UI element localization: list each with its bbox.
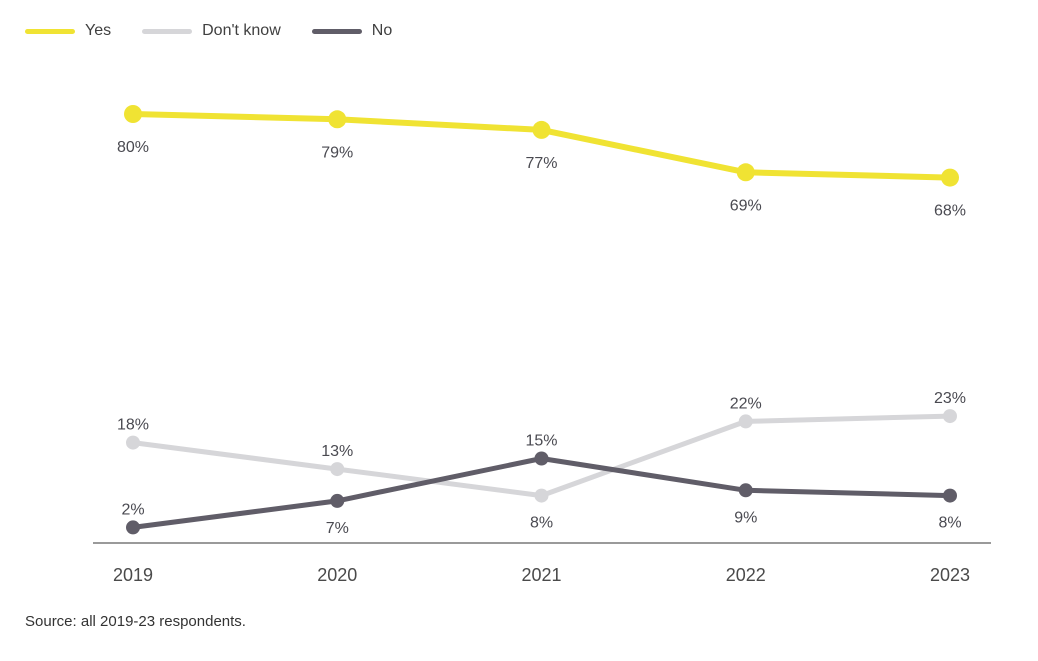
data-point-no-2019 <box>126 520 140 535</box>
data-point-no-2022 <box>738 483 753 498</box>
data-label-yes-2022: 69% <box>730 197 762 214</box>
data-label-no-2022: 9% <box>734 509 757 526</box>
data-point-yes-2021 <box>532 120 551 139</box>
data-label-yes-2019: 80% <box>117 139 149 156</box>
data-point-don-t-know-2020 <box>330 462 345 477</box>
data-point-no-2023 <box>943 488 957 503</box>
data-point-yes-2022 <box>736 163 755 182</box>
data-point-no-2020 <box>330 493 345 508</box>
data-point-don-t-know-2021 <box>534 488 549 503</box>
legend-swatch-yes <box>25 28 75 34</box>
source-note: Source: all 2019-23 respondents. <box>25 613 246 630</box>
x-axis-label: 2022 <box>726 565 766 585</box>
data-point-yes-2020 <box>328 110 347 129</box>
data-label-no-2023: 8% <box>938 515 961 532</box>
data-point-don-t-know-2023 <box>943 409 957 424</box>
data-label-no-2019: 2% <box>121 501 144 518</box>
legend-label: No <box>371 22 393 39</box>
data-label-don-t-know-2020: 13% <box>321 443 353 460</box>
data-label-no-2020: 7% <box>326 520 349 537</box>
x-axis-label: 2021 <box>521 565 561 585</box>
data-point-no-2021 <box>534 451 549 466</box>
data-point-yes-2023 <box>941 168 959 187</box>
data-label-don-t-know-2022: 22% <box>730 395 762 412</box>
data-label-yes-2021: 77% <box>525 155 557 172</box>
x-axis-label: 2023 <box>930 565 970 585</box>
data-label-don-t-know-2019: 18% <box>117 417 149 434</box>
x-axis-label: 2019 <box>113 565 153 585</box>
legend-item-no: No <box>311 22 393 40</box>
data-label-don-t-know-2021: 8% <box>530 515 553 532</box>
x-axis-label: 2020 <box>317 565 357 585</box>
data-point-don-t-know-2019 <box>126 435 140 450</box>
data-label-yes-2020: 79% <box>321 144 353 161</box>
data-point-don-t-know-2022 <box>738 414 753 429</box>
legend-label: Don't know <box>202 22 281 39</box>
legend-label: Yes <box>85 22 112 39</box>
legend-swatch-no <box>311 28 362 34</box>
data-label-don-t-know-2023: 23% <box>934 390 966 407</box>
legend-item-yes: Yes <box>25 22 111 40</box>
legend-item-don-t-know: Don't know <box>142 22 281 40</box>
data-point-yes-2019 <box>124 105 142 123</box>
legend-swatch-don-t-know <box>142 28 193 34</box>
data-label-no-2021: 15% <box>525 433 557 450</box>
chart-legend: Yes Don't know No <box>25 22 392 40</box>
data-label-yes-2023: 68% <box>934 203 966 220</box>
